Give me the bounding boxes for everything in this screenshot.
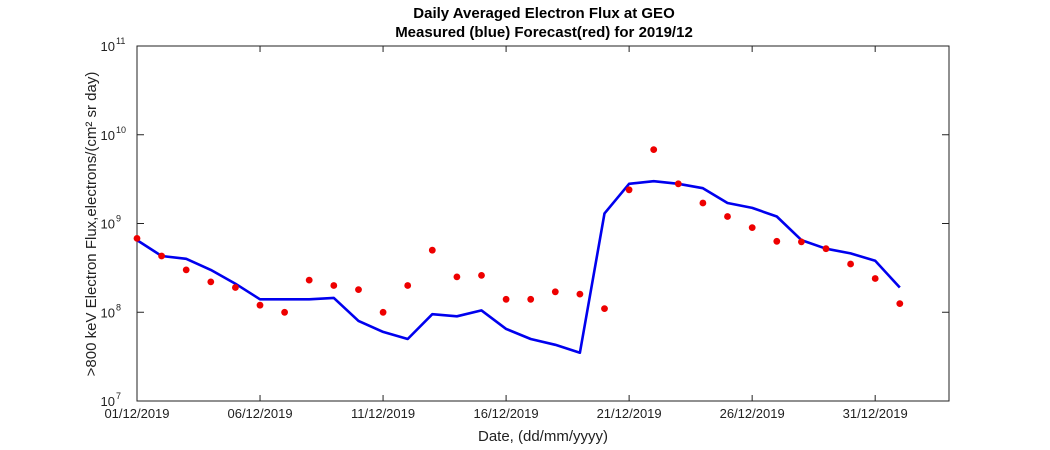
forecast-point [355,286,362,293]
series-layer [133,146,904,354]
forecast-point [601,305,608,312]
y-tick-label: 10 [101,217,115,232]
y-tick-label: 10 [101,305,115,320]
y-tick-exponent: 7 [116,391,121,401]
x-tick-label: 06/12/2019 [227,406,292,421]
y-tick-exponent: 10 [116,125,126,135]
forecast-point [478,272,485,279]
forecast-point [232,284,239,291]
forecast-point [847,260,854,268]
forecast-point [428,246,436,254]
forecast-point [256,301,264,309]
forecast-point [330,282,338,289]
forecast-flux-markers [133,146,904,316]
y-axis-label: >800 keV Electron Flux,electrons/(cm² sr… [83,72,100,377]
x-tick-label: 21/12/2019 [597,406,662,421]
forecast-point [773,237,781,245]
x-tick-label: 11/12/2019 [351,406,415,421]
forecast-point [871,275,879,282]
measured-flux-line [136,179,901,354]
forecast-point [822,245,830,253]
forecast-point [527,295,535,303]
x-tick-label: 16/12/2019 [474,406,539,421]
y-tick-label: 10 [101,128,115,143]
forecast-point [453,273,461,281]
forecast-point [281,308,288,316]
y-tick-label: 10 [101,39,115,54]
x-tick-label: 26/12/2019 [720,406,785,421]
forecast-point [207,278,215,286]
forecast-point [305,276,313,284]
forecast-point [133,235,141,242]
forecast-point [674,180,682,188]
x-tick-label: 31/12/2019 [843,406,908,421]
x-tick-label: 01/12/2019 [104,406,169,421]
forecast-point [404,282,412,289]
chart-subtitle: Measured (blue) Forecast(red) for 2019/1… [395,24,693,41]
forecast-point [158,252,166,260]
y-tick-exponent: 8 [116,302,121,312]
forecast-point [576,290,584,298]
y-tick-exponent: 9 [116,214,121,224]
forecast-point [896,300,904,307]
plot-area-frame [136,45,950,402]
x-axis-label: Date, (dd/mm/yyyy) [478,428,608,445]
forecast-point [798,238,805,246]
y-tick-exponent: 11 [116,36,125,46]
chart-title: Daily Averaged Electron Flux at GEO [413,5,675,22]
y-tick-label: 10 [101,394,115,409]
forecast-point [379,308,387,316]
forecast-point [650,146,658,154]
forecast-point [724,213,731,220]
forecast-point [551,288,559,296]
forecast-point [625,186,633,194]
forecast-point [182,266,190,274]
x-axis: 01/12/2019 06/12/2019 11/12/2019 16/12/2019… [104,46,908,421]
forecast-point [699,199,707,207]
forecast-point [502,295,510,303]
forecast-point [748,224,756,232]
